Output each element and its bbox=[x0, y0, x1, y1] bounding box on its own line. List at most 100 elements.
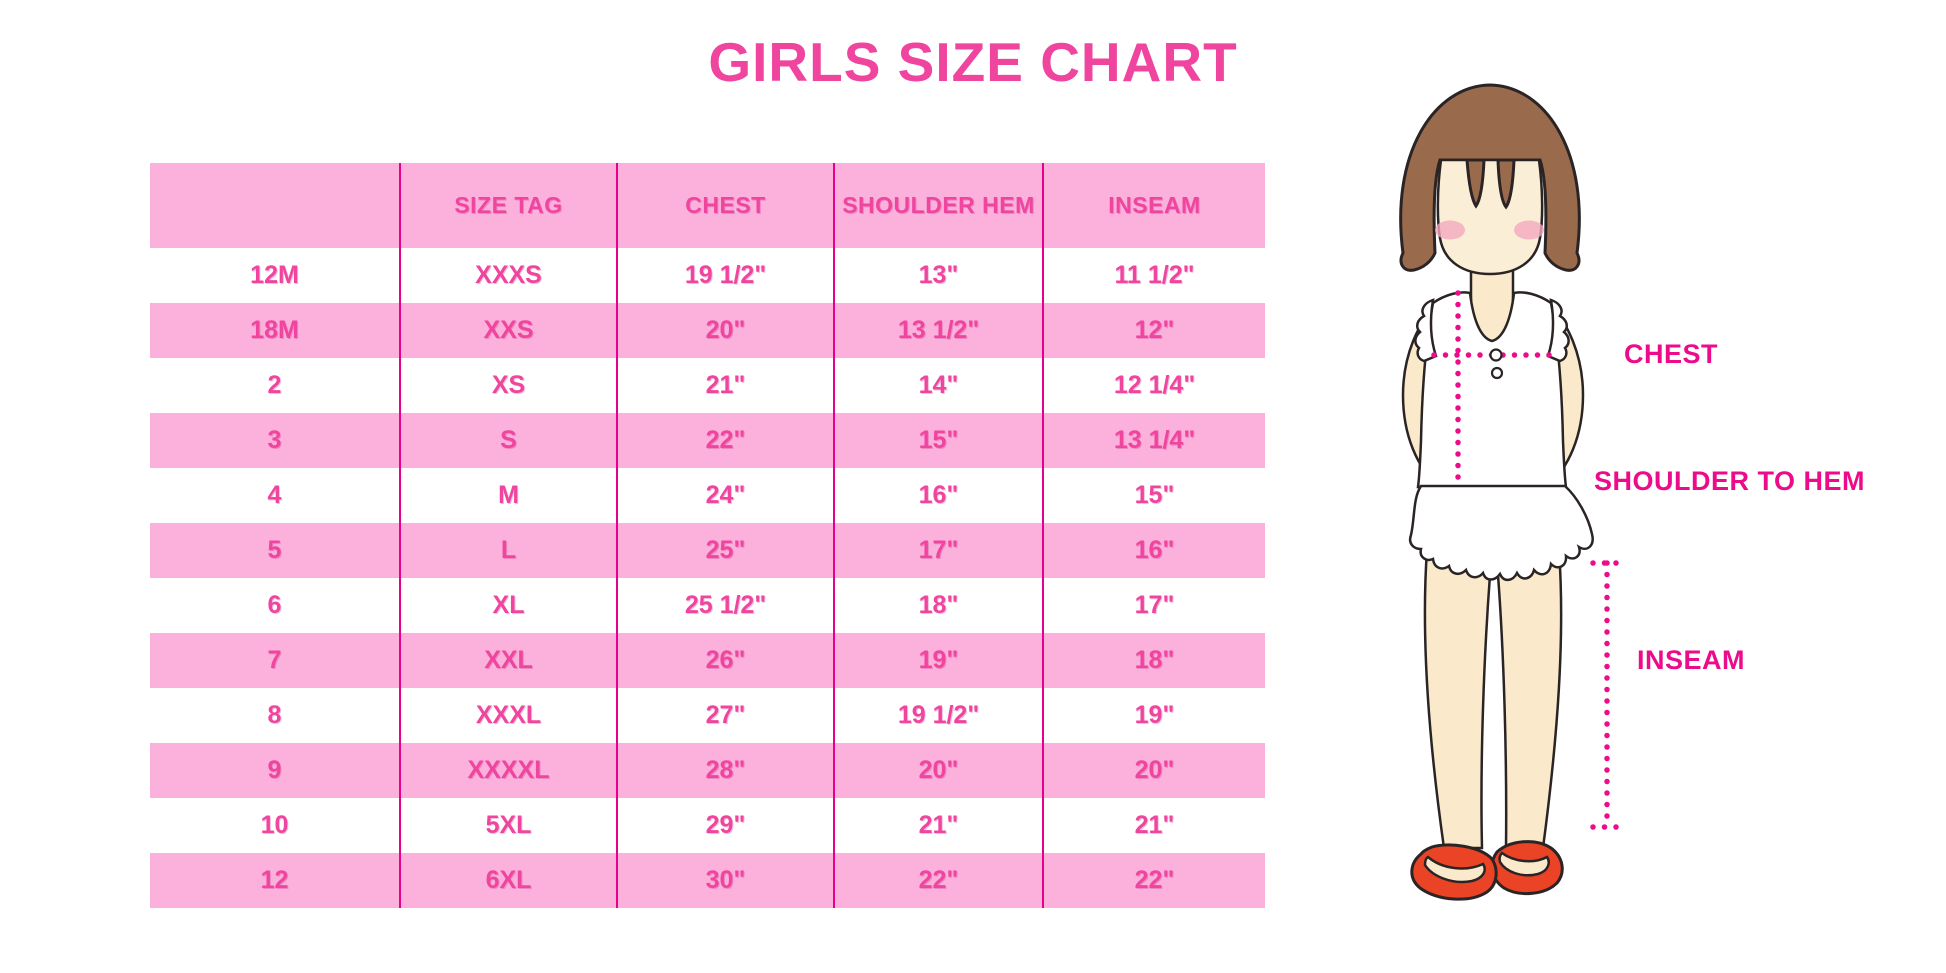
table-cell: 18M bbox=[150, 303, 400, 358]
table-row: 12M XXXS 19 1/2" 13" 11 1/2" bbox=[150, 248, 1265, 303]
table-cell: 7 bbox=[150, 633, 400, 688]
blush-right bbox=[1514, 220, 1544, 240]
table-cell: 22" bbox=[616, 413, 834, 468]
table-cell: 12 1/4" bbox=[1042, 358, 1265, 413]
col-header-shoulder-hem: SHOULDER HEM bbox=[833, 163, 1043, 248]
table-cell: 24" bbox=[616, 468, 834, 523]
table-cell: 21" bbox=[1042, 798, 1265, 853]
table-cell: 4 bbox=[267, 481, 282, 509]
table-cell: 16" bbox=[833, 468, 1043, 523]
table-cell: 18" bbox=[1042, 633, 1265, 688]
table-cell: 20" bbox=[833, 743, 1043, 798]
table-cell: XXXXL bbox=[399, 743, 617, 798]
table-row: 5 L 25" 17" 16" bbox=[150, 523, 1265, 578]
table-cell: 9 bbox=[150, 743, 400, 798]
leg-right bbox=[1496, 548, 1563, 850]
table-row: 2 XS 21" 14" 12 1/4" bbox=[150, 358, 1265, 413]
table-cell: 19" bbox=[1042, 688, 1265, 743]
table-cell: 28" bbox=[616, 743, 834, 798]
table-cell: 12M bbox=[250, 261, 299, 289]
button-top bbox=[1489, 348, 1503, 362]
table-cell: XXL bbox=[399, 633, 617, 688]
table-row: 4 M 24" 16" 15" bbox=[150, 468, 1265, 523]
chest-label: CHEST bbox=[1624, 339, 1719, 369]
table-cell: S bbox=[399, 413, 617, 468]
table-cell: 15" bbox=[833, 413, 1043, 468]
table-cell: 13 1/2" bbox=[833, 303, 1043, 358]
shoulder-to-hem-label: SHOULDER TO HEM bbox=[1594, 466, 1866, 496]
table-cell: 12 bbox=[150, 853, 400, 908]
table-cell: 21" bbox=[616, 358, 834, 413]
table-cell: 12" bbox=[1042, 303, 1265, 358]
col-header-inseam: INSEAM bbox=[1042, 163, 1265, 248]
table-cell: 19 1/2" bbox=[833, 688, 1043, 743]
table-row: 8 XXXL 27" 19 1/2" 19" bbox=[150, 688, 1265, 743]
table-cell: 27" bbox=[616, 688, 834, 743]
table-cell: 20" bbox=[616, 303, 834, 358]
table-cell: 8 bbox=[267, 701, 282, 729]
table-cell: 14" bbox=[833, 358, 1043, 413]
table-cell: 18" bbox=[833, 578, 1043, 633]
blush-left bbox=[1435, 220, 1465, 240]
table-cell: 17" bbox=[833, 523, 1043, 578]
bang-spike-right bbox=[1496, 158, 1516, 210]
table-row: 3 S 22" 15" 13 1/4" bbox=[150, 413, 1265, 468]
table-cell: 29" bbox=[616, 798, 834, 853]
shoe-right-instep bbox=[1498, 851, 1550, 877]
size-table-container: SIZE TAG CHEST SHOULDER HEM INSEAM 12M XX… bbox=[150, 163, 1265, 908]
page-title: GIRLS SIZE CHART bbox=[708, 31, 1238, 93]
table-cell: 10 bbox=[260, 811, 289, 839]
table-cell: 25 1/2" bbox=[616, 578, 834, 633]
table-cell: 11 1/2" bbox=[1042, 248, 1265, 303]
table-row: 10 5XL 29" 21" 21" bbox=[150, 798, 1265, 853]
table-cell: 13" bbox=[833, 248, 1043, 303]
table-cell: 6XL bbox=[399, 853, 617, 908]
table-row: 18M XXS 20" 13 1/2" 12" bbox=[150, 303, 1265, 358]
col-header-size-tag: SIZE TAG bbox=[399, 163, 617, 248]
table-row: 9 XXXXL 28" 20" 20" bbox=[150, 743, 1265, 798]
table-row: 7 XXL 26" 19" 18" bbox=[150, 633, 1265, 688]
table-cell: XXXL bbox=[399, 688, 617, 743]
table-cell: 5XL bbox=[399, 798, 617, 853]
size-table: SIZE TAG CHEST SHOULDER HEM INSEAM 12M XX… bbox=[150, 163, 1265, 908]
table-cell: 19" bbox=[833, 633, 1043, 688]
table-cell: XS bbox=[399, 358, 617, 413]
table-row: 12 6XL 30" 22" 22" bbox=[150, 853, 1265, 908]
header-row: SIZE TAG CHEST SHOULDER HEM INSEAM bbox=[150, 163, 1265, 248]
table-cell: XXS bbox=[399, 303, 617, 358]
table-cell: 19 1/2" bbox=[616, 248, 834, 303]
leg-left bbox=[1423, 548, 1492, 850]
ruffled-skirt bbox=[1408, 484, 1594, 582]
hair-shape bbox=[1399, 83, 1581, 272]
table-cell: 6 bbox=[267, 591, 282, 619]
table-cell: 30" bbox=[616, 853, 834, 908]
table-cell: 17" bbox=[1042, 578, 1265, 633]
table-cell: 13 1/4" bbox=[1042, 413, 1265, 468]
table-cell: XXXS bbox=[399, 248, 617, 303]
table-cell: 5 bbox=[150, 523, 400, 578]
table-cell: L bbox=[399, 523, 617, 578]
col-header-chest: CHEST bbox=[616, 163, 834, 248]
face-shape bbox=[1436, 158, 1544, 276]
measurement-diagram: CHEST SHOULDER TO HEM INSEAM bbox=[1300, 60, 1946, 920]
table-cell: 20" bbox=[1042, 743, 1265, 798]
inseam-label: INSEAM bbox=[1637, 645, 1746, 675]
table-cell: 22" bbox=[833, 853, 1043, 908]
button-bottom bbox=[1490, 366, 1504, 380]
table-cell: 16" bbox=[1042, 523, 1265, 578]
table-cell: M bbox=[399, 468, 617, 523]
table-cell: 2 bbox=[267, 371, 282, 399]
girl-illustration bbox=[1399, 83, 1624, 901]
table-cell: 3 bbox=[150, 413, 400, 468]
table-cell: 26" bbox=[616, 633, 834, 688]
col-header-size bbox=[150, 163, 400, 248]
table-cell: 22" bbox=[1042, 853, 1265, 908]
table-cell: 25" bbox=[616, 523, 834, 578]
table-cell: 21" bbox=[833, 798, 1043, 853]
bang-spike-left bbox=[1465, 158, 1486, 209]
shoe-left-instep bbox=[1423, 855, 1486, 884]
table-cell: 15" bbox=[1042, 468, 1265, 523]
table-row: 6 XL 25 1/2" 18" 17" bbox=[150, 578, 1265, 633]
table-cell: XL bbox=[399, 578, 617, 633]
